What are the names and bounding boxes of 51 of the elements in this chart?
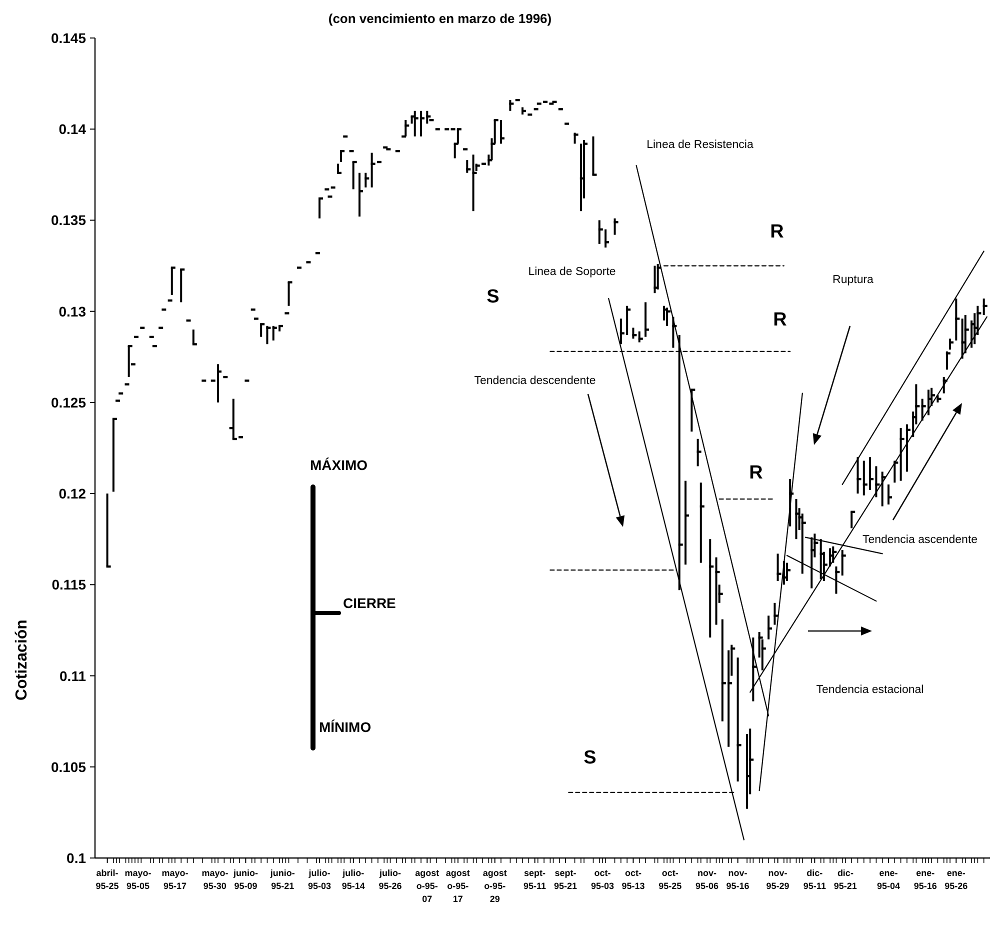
annotation: Linea de Soporte [528,266,616,278]
y-tick-label: 0.135 [50,212,86,228]
x-tick-label: oct-95-03 [590,868,614,891]
x-tick-label: abril-95-25 [96,868,119,891]
y-tick-label: 0.1 [66,850,86,866]
annotation: Tendencia estacional [816,684,924,696]
annotation: S [486,286,500,308]
y-tick-label: 0.12 [58,486,86,502]
x-tick-label: junio-95-09 [232,868,258,891]
annotation: R [773,310,788,330]
x-tick-label: ene-95-04 [876,868,900,891]
annotation: S [584,748,596,768]
annotation: R [749,462,764,484]
chart-title: (con vencimiento en marzo de 1996) [328,11,552,26]
x-tick-label: dic-95-11 [803,868,826,891]
x-tick-label: julio-95-26 [378,868,402,891]
x-tick-label: julio-95-03 [308,868,332,891]
x-tick-label: junio-95-21 [269,868,295,891]
y-tick-label: 0.145 [50,30,86,46]
annotation: MÁXIMO [310,457,368,473]
y-tick-label: 0.11 [60,668,86,684]
x-tick-label: dic-95-21 [834,868,857,891]
annotation: CIERRE [343,595,396,611]
x-tick-label: sept-95-11 [524,868,546,891]
annotation: MÍNIMO [319,719,372,735]
x-tick-label: mayo-95-05 [124,868,152,891]
y-tick-label: 0.13 [58,303,86,320]
annotation: Tendencia ascendente [862,534,978,546]
x-tick-label: mayo-95-17 [162,868,188,891]
y-tick-label: 0.115 [52,576,86,593]
x-tick-label: nov-95-06 [696,868,719,891]
x-tick-label: oct-95-13 [622,868,645,891]
x-tick-label: agosto-95-29 [482,868,507,904]
x-tick-label: julio-95-14 [342,868,365,891]
annotation: Ruptura [832,274,874,286]
y-tick-label: 0.105 [50,758,86,775]
y-axis-title: Cotización [14,620,30,700]
x-tick-label: nov-95-16 [726,868,750,891]
annotation: Linea de Resistencia [646,139,754,151]
annotation: Tendencia descendente [474,375,596,387]
x-tick-label: ene-95-26 [944,868,968,891]
y-tick-label: 0.14 [58,121,86,138]
x-tick-label: sept-95-21 [554,868,578,891]
annotation: R [770,222,784,242]
x-tick-label: mayo-95-30 [202,868,228,891]
x-tick-label: agosto-95-07 [415,868,440,904]
x-tick-label: oct-95-25 [658,868,682,891]
x-tick-label: ene-95-16 [914,868,937,891]
x-tick-label: nov-95-29 [766,868,790,891]
x-tick-label: agosto-95-17 [446,868,470,904]
y-tick-label: 0.125 [50,394,86,410]
